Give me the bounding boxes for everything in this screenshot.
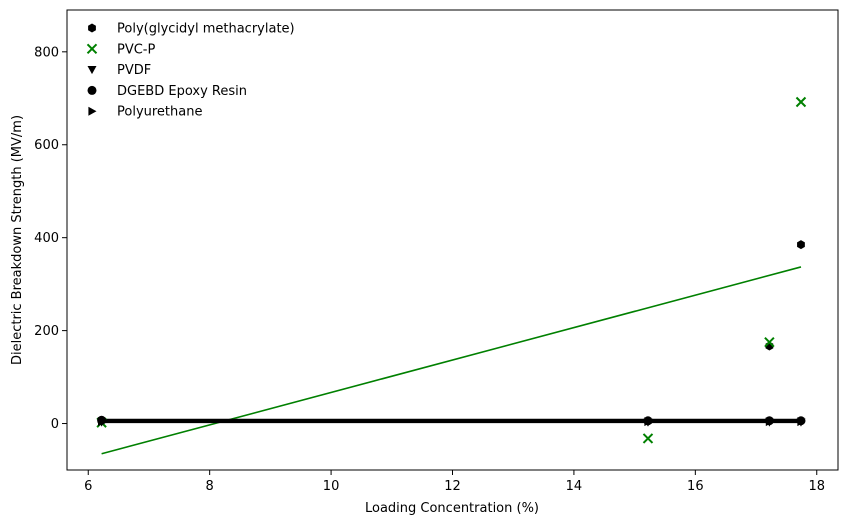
legend-label-3: DGEBD Epoxy Resin (117, 84, 247, 99)
point-series1-1-stroke (642, 433, 654, 444)
legend-label-1: PVC-P (117, 42, 156, 57)
point-series1-2-stroke (764, 337, 775, 348)
point-series4-1 (644, 417, 653, 427)
x-tick-label: 14 (566, 479, 583, 494)
legend-label-0: Poly(glycidyl methacrylate) (117, 22, 295, 37)
y-tick-label: 800 (34, 45, 59, 60)
y-axis-label: Dielectric Breakdown Strength (MV/m) (10, 115, 25, 365)
x-tick-label: 18 (808, 479, 825, 494)
legend: Poly(glycidyl methacrylate) PVC-P PVDF DGEB… (86, 22, 295, 120)
legend-marker-1-stroke (86, 43, 98, 55)
legend-label-4: Polyurethane (117, 105, 202, 120)
x-axis-label: Loading Concentration (%) (365, 501, 539, 516)
trendlines (101, 266, 802, 455)
legend-marker-4 (88, 106, 97, 116)
x-tick-label: 6 (84, 479, 92, 494)
x-tick-label: 16 (687, 479, 704, 494)
y-axis: 0 200 400 600 800 (34, 45, 67, 432)
point-series1-1 (642, 433, 654, 444)
point-series0-3 (797, 240, 805, 250)
legend-marker-3 (87, 85, 97, 95)
point-series1-2 (764, 337, 775, 348)
legend-marker-0 (88, 23, 96, 33)
legend-marker-1 (86, 43, 98, 55)
x-tick-label: 10 (323, 479, 340, 494)
x-tick-label: 8 (206, 479, 214, 494)
legend-marker-2 (87, 66, 97, 75)
y-tick-label: 0 (51, 417, 59, 432)
legend-label-2: PVDF (117, 63, 151, 78)
point-series4-2 (765, 417, 774, 427)
point-series4-0 (98, 417, 107, 427)
point-series1-3-stroke (795, 96, 807, 108)
plot-background (67, 10, 838, 470)
y-tick-label: 200 (34, 324, 59, 339)
y-tick-label: 600 (34, 138, 59, 153)
point-series1-3 (795, 96, 807, 108)
x-axis: 6 8 10 12 14 16 18 (84, 470, 825, 494)
data-points (96, 96, 807, 444)
y-tick-label: 400 (34, 231, 59, 246)
point-series4-3 (797, 417, 806, 427)
x-tick-label: 12 (444, 479, 461, 494)
